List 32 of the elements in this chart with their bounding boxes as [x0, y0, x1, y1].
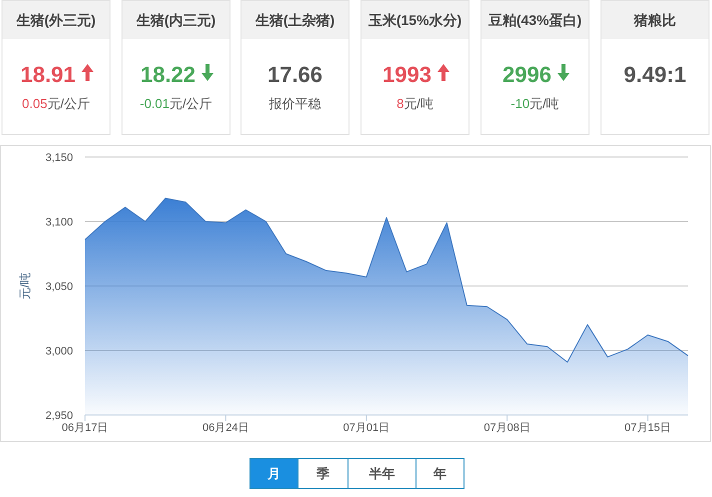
text: -10元/吨	[510, 96, 560, 111]
text: 9.49:1	[624, 62, 686, 87]
y-tick-label: 3,100	[45, 216, 73, 228]
x-tick-label: 07月15日	[624, 422, 672, 434]
y-axis-title: 元/吨	[18, 272, 32, 300]
category-label: 生猪(外三元)	[15, 12, 96, 28]
category-label: 豆粕(43%蛋白)	[487, 12, 582, 28]
category-label: 生猪(内三元)	[135, 12, 216, 28]
text: 0.05元/公斤	[22, 96, 90, 111]
x-tick-label: 06月24日	[202, 422, 249, 434]
y-tick-label: 3,050	[45, 281, 73, 293]
text: 年	[432, 466, 446, 481]
text: 17.66	[267, 62, 323, 87]
text: -0.01元/公斤	[140, 96, 212, 111]
text: 季	[316, 466, 330, 481]
text: 月	[266, 466, 280, 481]
x-tick-label: 07月08日	[484, 422, 530, 434]
category-label: 生猪(土杂猪)	[254, 12, 335, 28]
text: 1993	[382, 62, 432, 87]
y-tick-label: 3,000	[45, 346, 73, 358]
text: 8元/吨	[396, 96, 434, 111]
text: 2996	[502, 62, 552, 87]
text: 报价平稳	[268, 96, 321, 111]
category-label: 猪粮比	[633, 12, 676, 28]
x-tick-label: 06月17日	[62, 422, 108, 434]
text: 18.91	[20, 62, 76, 87]
category-label: 玉米(15%水分)	[367, 12, 462, 28]
text: 18.22	[140, 62, 196, 87]
x-tick-label: 07月01日	[343, 422, 390, 434]
y-tick-label: 2,950	[45, 410, 73, 422]
text: 半年	[368, 466, 395, 481]
y-tick-label: 3,150	[45, 152, 73, 164]
